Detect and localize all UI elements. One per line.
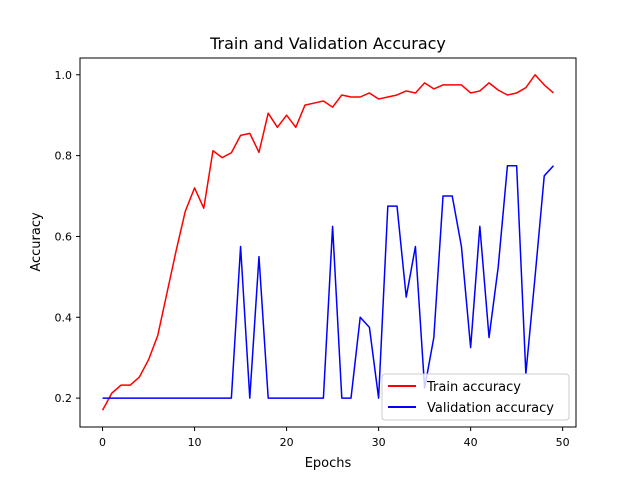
y-tick-label: 1.0 <box>55 69 73 82</box>
x-tick-label: 20 <box>280 436 294 449</box>
x-tick-label: 10 <box>188 436 202 449</box>
y-tick-label: 0.4 <box>55 311 73 324</box>
legend: Train accuracy Validation accuracy <box>382 374 569 420</box>
y-axis-label: Accuracy <box>29 212 44 272</box>
chart-title: Train and Validation Accuracy <box>209 34 446 53</box>
x-tick-label: 50 <box>556 436 570 449</box>
legend-label-train: Train accuracy <box>426 380 521 395</box>
x-tick-label: 40 <box>464 436 478 449</box>
legend-label-validation: Validation accuracy <box>427 401 554 416</box>
x-axis-label: Epochs <box>305 456 352 471</box>
y-tick-label: 0.6 <box>55 230 73 243</box>
y-tick-label: 0.8 <box>55 150 73 163</box>
x-tick-label: 30 <box>372 436 386 449</box>
y-tick-label: 0.2 <box>55 392 73 405</box>
x-tick-label: 0 <box>99 436 106 449</box>
